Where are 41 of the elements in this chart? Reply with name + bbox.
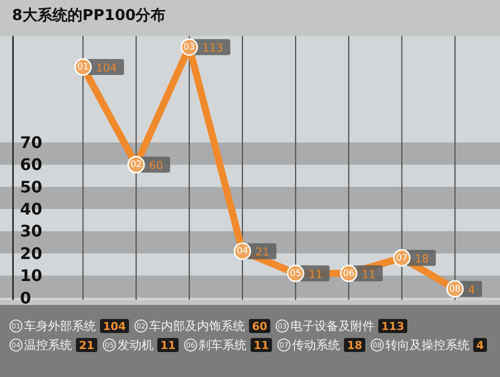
- chart-title: 8大系统的PP100分布: [12, 6, 166, 24]
- y-tick-label: 30: [20, 222, 42, 241]
- text: 60: [252, 320, 268, 333]
- text: 104: [103, 320, 126, 333]
- y-tick-label: 70: [20, 132, 42, 152]
- data-label: 18: [414, 252, 429, 266]
- text: 11: [254, 339, 269, 352]
- text: 车身外部系统: [24, 319, 96, 333]
- y-tick-label: 10: [20, 266, 42, 286]
- annotation: 07: [396, 253, 408, 264]
- data-label: 113: [202, 42, 224, 55]
- text: 发动机: [117, 338, 154, 352]
- text: 11: [160, 339, 176, 352]
- text: 21: [79, 339, 94, 352]
- text: 4: [476, 339, 484, 352]
- annotation: 04: [236, 246, 248, 257]
- text: 传动系统: [292, 338, 340, 352]
- y-tick-label: 50: [20, 177, 42, 196]
- y-tick-label: 20: [20, 244, 42, 263]
- data-label: 11: [308, 268, 323, 281]
- text: 18: [346, 339, 362, 352]
- text: 电子设备及附件: [290, 319, 374, 333]
- data-label: 60: [149, 159, 164, 172]
- annotation: 03: [184, 42, 196, 53]
- annotation: 08: [449, 284, 461, 294]
- text: 温控系统: [24, 338, 72, 352]
- text: 转向及操控系统: [385, 338, 470, 352]
- annotation: 01: [77, 62, 89, 73]
- y-tick-label: 40: [20, 200, 42, 219]
- y-tick-label: 60: [20, 155, 42, 174]
- annotation: 02: [130, 160, 142, 170]
- text: 刹车系统: [198, 338, 247, 352]
- data-label: 11: [362, 268, 376, 281]
- annotation: 06: [342, 268, 355, 279]
- data-label: 104: [96, 62, 117, 75]
- data-label: 21: [255, 246, 270, 259]
- y-tick-label: 0: [20, 288, 32, 308]
- annotation: 05: [290, 268, 302, 279]
- text: 113: [381, 320, 404, 333]
- data-label: 4: [468, 283, 475, 296]
- text: 车内部及内饰系统: [148, 319, 245, 333]
